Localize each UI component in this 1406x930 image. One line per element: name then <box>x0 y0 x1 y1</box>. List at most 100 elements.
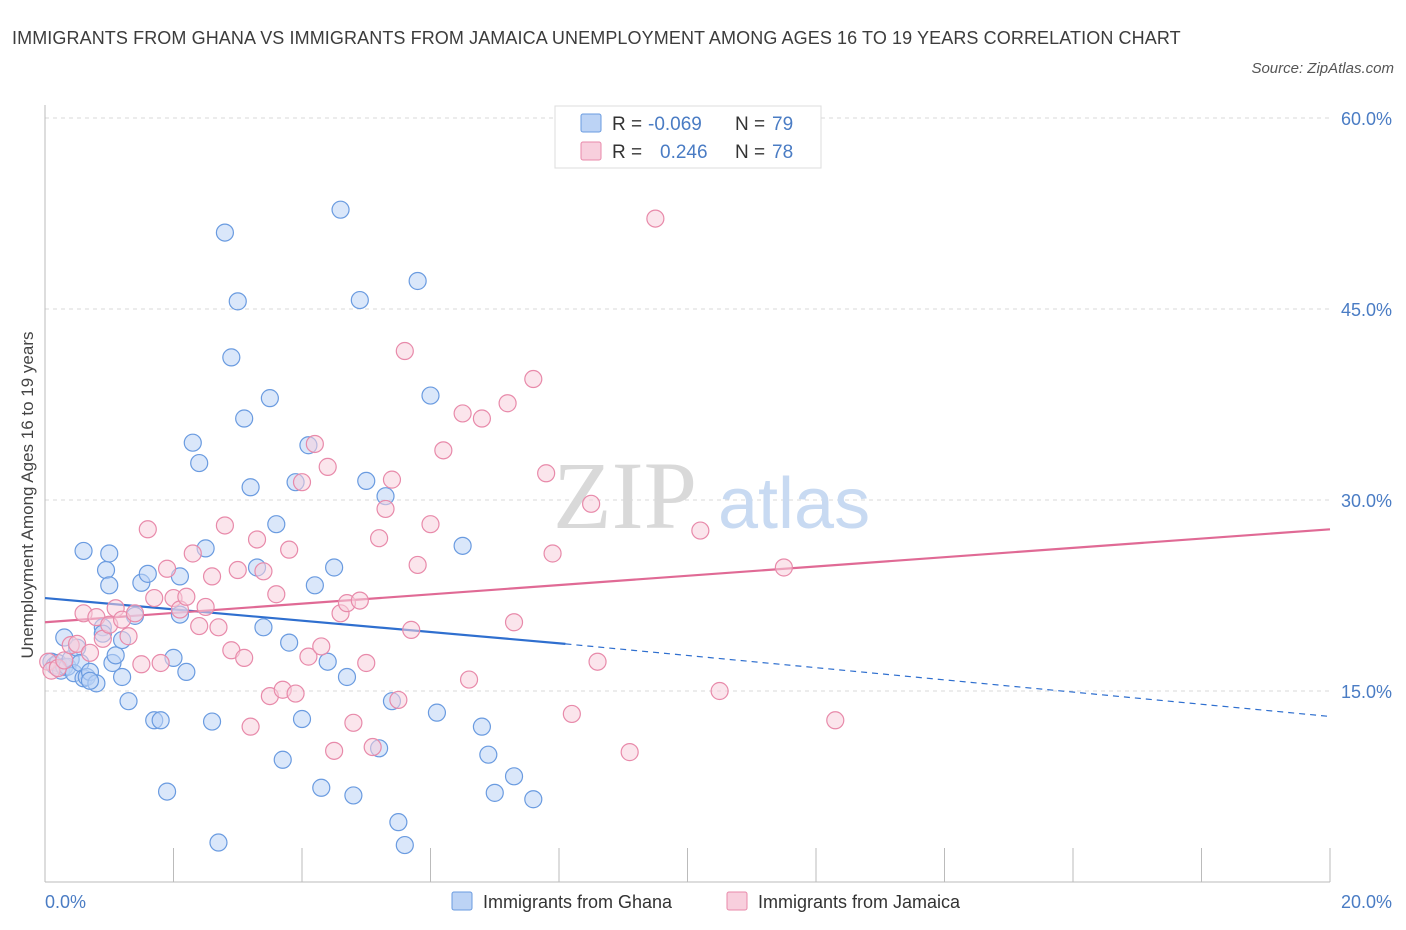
jamaica-data-point <box>119 627 138 646</box>
jamaica-data-point <box>710 681 729 701</box>
jamaica-data-point <box>254 562 273 581</box>
series-legend: Immigrants from Ghana Immigrants from Ja… <box>451 891 961 912</box>
legend-swatch-jamaica <box>580 141 602 161</box>
jamaica-data-point <box>299 647 318 666</box>
ghana-data-point <box>80 671 100 690</box>
jamaica-data-point <box>151 653 170 673</box>
jamaica-data-point <box>826 711 845 730</box>
bottom-legend-label-ghana: Immigrants from Ghana <box>483 892 673 912</box>
jamaica-data-point <box>55 651 74 670</box>
series-jamaica-points <box>39 209 845 762</box>
ghana-data-point <box>138 564 157 583</box>
ghana-data-point <box>241 478 260 497</box>
ghana-data-point <box>292 709 312 729</box>
y-tick-label: 30.0% <box>1341 491 1392 511</box>
jamaica-data-point <box>582 494 601 513</box>
legend-r-value-ghana: -0.069 <box>648 114 702 135</box>
bottom-legend-label-jamaica: Immigrants from Jamaica <box>758 892 961 912</box>
legend-n-label-jamaica: N = <box>735 142 765 163</box>
x-tick-label: 20.0% <box>1341 892 1392 912</box>
ghana-data-point <box>100 576 119 595</box>
jamaica-data-point <box>68 634 87 653</box>
ghana-data-point <box>273 750 292 769</box>
y-tick-label: 60.0% <box>1341 109 1392 129</box>
y-tick-label: 45.0% <box>1341 300 1392 320</box>
ghana-data-point <box>260 389 279 408</box>
y-tick-labels: 15.0% 30.0% 45.0% 60.0% <box>1341 109 1392 702</box>
legend-n-value-jamaica: 78 <box>772 142 793 163</box>
ghana-data-point <box>357 471 376 490</box>
axes <box>44 105 1331 883</box>
ghana-data-point <box>472 717 491 736</box>
jamaica-data-point <box>498 394 517 413</box>
jamaica-data-point <box>453 404 472 423</box>
legend-n-label-ghana: N = <box>735 114 765 135</box>
ghana-data-point <box>106 646 125 665</box>
ghana-data-point <box>344 786 363 805</box>
jamaica-data-point <box>543 544 562 563</box>
jamaica-data-point <box>312 637 331 656</box>
ghana-data-point <box>325 558 344 577</box>
jamaica-data-point <box>344 713 363 732</box>
ghana-data-point <box>389 813 408 832</box>
jamaica-data-point <box>504 613 524 632</box>
correlation-legend: R = -0.069 N = 79 R = 0.246 N = 78 <box>554 105 822 169</box>
ghana-data-point <box>318 652 337 671</box>
ghana-data-point <box>151 711 170 730</box>
jamaica-data-point <box>402 620 421 639</box>
jamaica-data-point <box>80 643 100 662</box>
ghana-trend-extension <box>565 643 1331 718</box>
ghana-data-point <box>267 515 286 534</box>
jamaica-data-point <box>382 470 402 489</box>
ghana-data-point <box>479 745 498 764</box>
ghana-data-point <box>215 223 234 242</box>
ghana-data-point <box>337 667 357 687</box>
ghana-data-point <box>427 703 447 722</box>
ghana-data-point <box>177 662 196 682</box>
jamaica-data-point <box>292 473 312 492</box>
jamaica-data-point <box>774 558 793 577</box>
jamaica-data-point <box>209 618 228 637</box>
watermark: ZIP atlas <box>553 442 870 549</box>
jamaica-data-point <box>421 515 440 534</box>
ghana-data-point <box>209 833 228 852</box>
y-axis-label: Unemployment Among Ages 16 to 19 years <box>18 332 37 659</box>
jamaica-data-point <box>524 369 543 389</box>
jamaica-data-point <box>247 530 267 549</box>
watermark-zip: ZIP <box>553 442 697 549</box>
jamaica-data-point <box>280 540 299 559</box>
jamaica-data-point <box>357 653 376 673</box>
jamaica-data-point <box>267 585 286 604</box>
jamaica-trend-line <box>44 528 1331 624</box>
ghana-data-point <box>235 409 254 428</box>
jamaica-data-point <box>562 704 581 724</box>
jamaica-data-point <box>125 604 145 623</box>
chart-title: IMMIGRANTS FROM GHANA VS IMMIGRANTS FROM… <box>12 28 1181 48</box>
jamaica-data-point <box>215 516 234 535</box>
ghana-data-point <box>350 290 369 310</box>
grid-lines <box>45 117 1330 692</box>
bottom-legend-swatch-jamaica <box>726 891 748 911</box>
x-tick-label: 0.0% <box>45 892 86 912</box>
jamaica-data-point <box>350 591 369 610</box>
jamaica-data-point <box>325 741 344 760</box>
ghana-data-point <box>119 692 138 711</box>
ghana-data-point <box>280 633 299 652</box>
jamaica-data-point <box>620 743 639 762</box>
ghana-data-point <box>222 348 241 367</box>
jamaica-data-point <box>145 588 164 608</box>
series-ghana-points <box>42 200 543 855</box>
ghana-data-point <box>485 783 504 802</box>
jamaica-data-point <box>537 464 556 483</box>
jamaica-data-point <box>363 737 382 757</box>
jamaica-data-point <box>157 559 177 578</box>
ghana-data-point <box>183 433 202 452</box>
jamaica-data-point <box>318 457 337 476</box>
ghana-data-point <box>100 544 119 563</box>
x-tick-labels: 0.0% 20.0% <box>45 892 1392 912</box>
jamaica-data-point <box>691 521 710 540</box>
jamaica-data-point <box>183 544 202 563</box>
jamaica-data-point <box>434 441 453 460</box>
legend-n-value-ghana: 79 <box>772 114 793 135</box>
